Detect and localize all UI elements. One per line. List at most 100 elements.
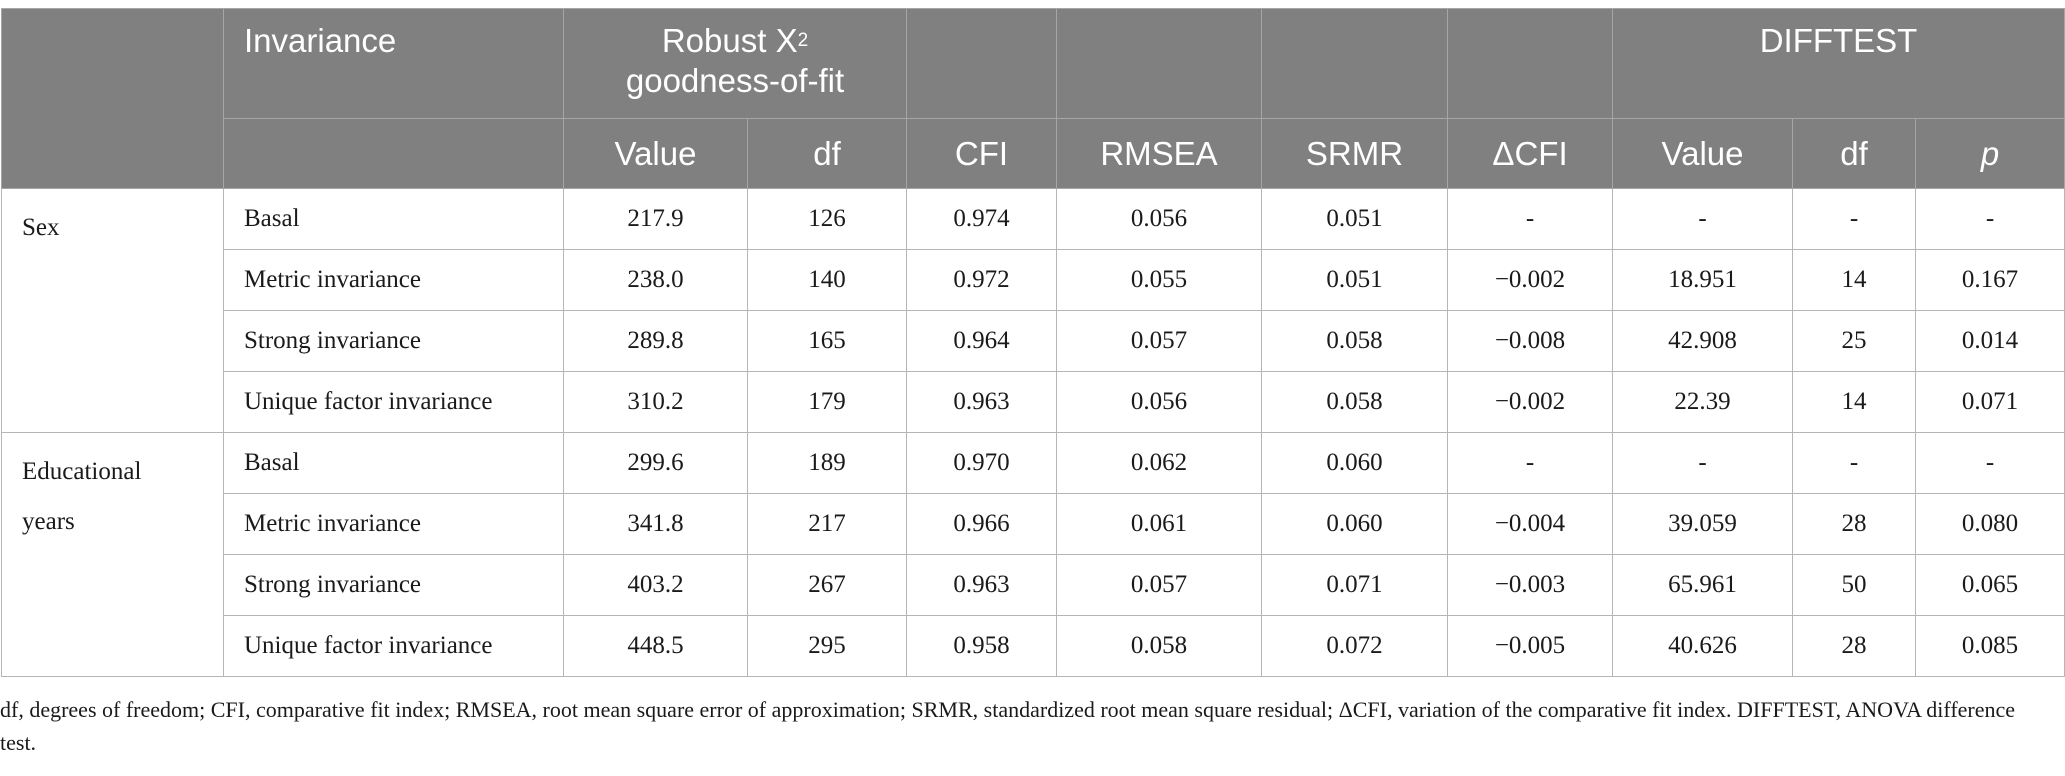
model-name: Strong invariance (223, 310, 564, 372)
difftest-value: 42.908 (1612, 310, 1794, 372)
difftest-value: 65.961 (1612, 554, 1794, 616)
header-blank-srmr (1261, 8, 1449, 119)
difftest-p: 0.080 (1915, 493, 2065, 555)
header-col-difftest-p: p (1915, 118, 2065, 189)
rmsea: 0.062 (1056, 432, 1263, 494)
header-robust-superscript: 2 (797, 30, 809, 51)
table-row: Educational years Basal 299.6 189 0.970 0… (1, 432, 2065, 677)
table-row: Sex Basal 217.9 126 0.974 0.056 0.051 - … (1, 188, 2065, 433)
srmr: 0.071 (1261, 554, 1449, 616)
table-body: Sex Basal 217.9 126 0.974 0.056 0.051 - … (1, 188, 2065, 677)
rmsea: 0.061 (1056, 493, 1263, 555)
difftest-df: 14 (1792, 371, 1917, 433)
srmr: 0.060 (1261, 432, 1449, 494)
group-label-sex: Sex (1, 188, 224, 433)
header-blank-dcfi (1447, 8, 1614, 119)
difftest-p: 0.071 (1915, 371, 2065, 433)
difftest-p: 0.167 (1915, 249, 2065, 311)
cfi: 0.970 (906, 432, 1058, 494)
srmr: 0.051 (1261, 249, 1449, 311)
header-blank-model (223, 118, 564, 189)
srmr: 0.051 (1261, 188, 1449, 250)
chi-value: 448.5 (563, 615, 748, 677)
chi-value: 238.0 (563, 249, 748, 311)
group-label-line-2: years (22, 508, 75, 535)
chi-df: 126 (746, 188, 908, 250)
group-label-line-1: Educational (22, 458, 142, 485)
rmsea: 0.057 (1056, 554, 1263, 616)
table-header: Invariance Robust X2 goodness-of-fit DIF… (1, 8, 2065, 189)
delta-cfi: −0.005 (1447, 615, 1614, 677)
chi-value: 341.8 (563, 493, 748, 555)
difftest-df: - (1792, 188, 1917, 250)
delta-cfi: - (1447, 188, 1614, 250)
cfi: 0.966 (906, 493, 1058, 555)
difftest-value: 39.059 (1612, 493, 1794, 555)
delta-cfi: −0.002 (1447, 249, 1614, 311)
cfi: 0.972 (906, 249, 1058, 311)
delta-cfi: −0.008 (1447, 310, 1614, 372)
table-row: Metric invariance 238.0 140 0.972 0.055 … (2, 249, 2065, 311)
header-row-2: Value df CFI RMSEA SRMR ΔCFI Value df p (2, 118, 2065, 189)
table-row: Unique factor invariance 310.2 179 0.963… (2, 371, 2065, 433)
header-empty-cell (1, 8, 224, 189)
header-blank-rmsea (1056, 8, 1263, 119)
header-col-rmsea: RMSEA (1056, 118, 1263, 189)
cfi: 0.964 (906, 310, 1058, 372)
rmsea: 0.056 (1056, 188, 1263, 250)
rmsea: 0.057 (1056, 310, 1263, 372)
cfi: 0.963 (906, 371, 1058, 433)
header-col-srmr: SRMR (1261, 118, 1449, 189)
cfi: 0.974 (906, 188, 1058, 250)
difftest-df: 50 (1792, 554, 1917, 616)
header-col-df: df (746, 118, 908, 189)
chi-df: 217 (746, 493, 908, 555)
difftest-df: 25 (1792, 310, 1917, 372)
chi-df: 165 (746, 310, 908, 372)
difftest-p: 0.065 (1915, 554, 2065, 616)
cfi: 0.963 (906, 554, 1058, 616)
rmsea: 0.058 (1056, 615, 1263, 677)
model-name: Metric invariance (223, 493, 564, 555)
header-col-delta-cfi: ΔCFI (1447, 118, 1614, 189)
difftest-value: - (1612, 188, 1794, 250)
delta-cfi: −0.004 (1447, 493, 1614, 555)
difftest-df: 14 (1792, 249, 1917, 311)
chi-value: 299.6 (563, 432, 748, 494)
header-difftest: DIFFTEST (1612, 8, 2065, 119)
difftest-value: - (1612, 432, 1794, 494)
chi-df: 140 (746, 249, 908, 311)
header-col-value: Value (563, 118, 748, 189)
rmsea: 0.055 (1056, 249, 1263, 311)
model-name: Metric invariance (223, 249, 564, 311)
header-robust-chi-square: Robust X2 goodness-of-fit (562, 8, 908, 119)
chi-df: 295 (746, 615, 908, 677)
delta-cfi: −0.003 (1447, 554, 1614, 616)
chi-value: 403.2 (563, 554, 748, 616)
table-row: Strong invariance 403.2 267 0.963 0.057 … (2, 554, 2065, 616)
table-row: Unique factor invariance 448.5 295 0.958… (2, 615, 2065, 677)
model-name: Unique factor invariance (223, 371, 564, 433)
table-row: Strong invariance 289.8 165 0.964 0.057 … (2, 310, 2065, 372)
header-col-cfi: CFI (906, 118, 1058, 189)
model-name: Basal (223, 432, 564, 494)
invariance-table: Invariance Robust X2 goodness-of-fit DIF… (1, 8, 2065, 677)
model-name: Strong invariance (223, 554, 564, 616)
group-label-educational-years: Educational years (1, 432, 224, 677)
header-blank-cfi (906, 8, 1058, 119)
difftest-value: 18.951 (1612, 249, 1794, 311)
difftest-df: 28 (1792, 615, 1917, 677)
header-invariance: Invariance (223, 8, 564, 119)
difftest-p: - (1915, 432, 2065, 494)
delta-cfi: - (1447, 432, 1614, 494)
difftest-p: 0.014 (1915, 310, 2065, 372)
difftest-value: 22.39 (1612, 371, 1794, 433)
difftest-p: 0.085 (1915, 615, 2065, 677)
srmr: 0.060 (1261, 493, 1449, 555)
table-footnote: df, degrees of freedom; CFI, comparative… (0, 697, 2016, 755)
header-col-difftest-value: Value (1612, 118, 1794, 189)
srmr: 0.058 (1261, 371, 1449, 433)
difftest-df: - (1792, 432, 1917, 494)
chi-df: 189 (746, 432, 908, 494)
chi-df: 179 (746, 371, 908, 433)
